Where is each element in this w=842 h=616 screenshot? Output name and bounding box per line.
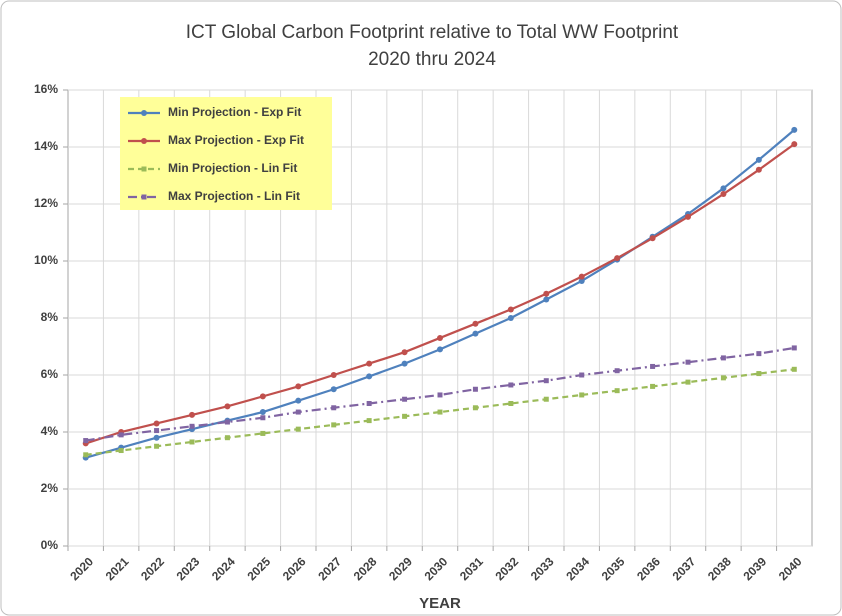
point — [685, 359, 691, 365]
point — [295, 426, 301, 432]
point — [366, 373, 373, 380]
point — [507, 306, 514, 313]
point — [402, 396, 408, 402]
legend-marker — [141, 166, 147, 172]
point — [508, 401, 514, 406]
y-tick-label: 0% — [41, 538, 59, 552]
point — [755, 166, 762, 173]
point — [153, 434, 160, 441]
point — [295, 383, 302, 390]
point — [756, 371, 762, 377]
point — [508, 382, 514, 388]
point — [791, 345, 797, 351]
point — [118, 432, 124, 438]
point — [720, 375, 726, 381]
point — [614, 368, 620, 374]
legend-label: Max Projection - Lin Fit — [168, 189, 300, 203]
point — [153, 420, 160, 427]
point — [154, 443, 160, 449]
point — [295, 397, 302, 404]
point — [579, 392, 585, 398]
legend-marker — [141, 194, 147, 200]
point — [791, 366, 797, 372]
point — [259, 393, 266, 400]
point — [260, 430, 266, 436]
point — [543, 396, 549, 402]
point — [437, 392, 443, 398]
point — [791, 141, 798, 148]
point — [118, 448, 124, 454]
point — [685, 213, 691, 220]
point — [649, 235, 656, 242]
y-tick-label: 2% — [41, 481, 59, 495]
point — [685, 379, 691, 385]
y-tick-label: 10% — [34, 253, 58, 267]
point — [472, 386, 478, 392]
point — [437, 409, 443, 415]
point — [472, 330, 479, 337]
point — [154, 428, 160, 434]
point — [401, 360, 408, 367]
point — [543, 378, 549, 384]
y-tick-label: 6% — [41, 367, 59, 381]
point — [366, 401, 372, 406]
y-tick-label: 16% — [34, 82, 58, 96]
legend-marker — [141, 110, 147, 116]
x-axis-label: YEAR — [419, 595, 461, 612]
y-tick-label: 12% — [34, 196, 58, 210]
legend-marker — [141, 138, 147, 144]
point — [83, 452, 89, 458]
point — [331, 405, 337, 411]
series-line — [85, 368, 795, 456]
point — [402, 413, 408, 419]
point — [472, 405, 478, 411]
point — [330, 372, 337, 378]
y-tick-label: 14% — [34, 139, 58, 153]
point — [791, 126, 798, 133]
point — [189, 423, 195, 429]
y-tick-label: 8% — [41, 310, 59, 324]
point — [437, 346, 443, 353]
point — [295, 409, 301, 415]
chart-subtitle: 2020 thru 2024 — [368, 49, 496, 70]
point — [366, 360, 373, 367]
point — [259, 409, 266, 416]
point — [756, 351, 762, 357]
point — [650, 363, 656, 369]
point — [614, 255, 621, 262]
point — [330, 386, 337, 393]
point — [720, 185, 727, 192]
series-line — [85, 346, 795, 442]
legend-label: Min Projection - Exp Fit — [168, 105, 301, 119]
point — [401, 349, 408, 356]
point — [579, 372, 585, 378]
point — [189, 439, 195, 445]
point — [224, 435, 230, 441]
point — [331, 422, 337, 428]
point — [720, 191, 727, 198]
point — [578, 273, 585, 280]
point — [755, 156, 762, 163]
point — [437, 334, 443, 341]
point — [507, 315, 514, 321]
point — [543, 290, 550, 297]
chart-title: ICT Global Carbon Footprint relative to … — [186, 22, 679, 43]
point — [578, 277, 585, 284]
legend-label: Min Projection - Lin Fit — [168, 161, 297, 175]
point — [260, 415, 266, 421]
point — [720, 355, 726, 361]
point — [83, 438, 89, 444]
point — [366, 418, 372, 424]
point — [224, 403, 231, 410]
y-tick-label: 4% — [41, 424, 59, 438]
point — [224, 419, 230, 425]
legend-label: Max Projection - Exp Fit — [168, 133, 304, 147]
point — [189, 411, 195, 418]
point — [472, 320, 479, 327]
point — [543, 296, 550, 303]
point — [614, 388, 620, 394]
point — [650, 383, 656, 389]
legend-box — [120, 97, 332, 210]
